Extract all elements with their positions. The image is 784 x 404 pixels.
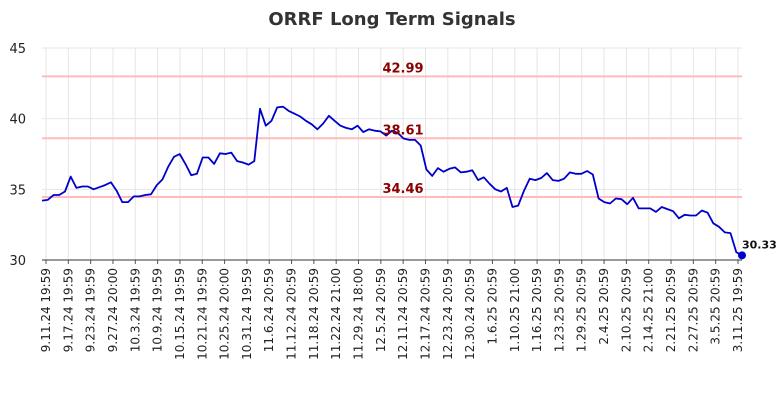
x-tick-label: 1.10.25 21:00	[508, 268, 522, 352]
x-tick-label: 1.16.25 20:59	[530, 268, 544, 352]
x-tick-label: 12.30.24 20:59	[463, 268, 477, 360]
signal-lines	[42, 75, 742, 198]
x-tick-label: 9.27.24 20:00	[106, 268, 120, 352]
x-tick-label: 12.11.24 20:59	[396, 268, 410, 360]
x-tick-label: 12.5.24 20:59	[374, 268, 388, 352]
y-tick-label: 35	[9, 183, 26, 198]
x-tick-label: 2.14.25 21:00	[642, 268, 656, 352]
x-tick-label: 2.10.25 20:59	[619, 268, 633, 352]
x-tick-label: 1.6.25 20:59	[485, 268, 499, 345]
x-tick-label: 11.22.24 21:00	[329, 268, 343, 360]
x-tick-label: 11.29.24 18:00	[352, 268, 366, 360]
x-tick-label: 10.21.24 19:59	[195, 268, 209, 360]
signal-label: 34.46	[382, 182, 423, 197]
x-tick-label: 10.3.24 19:59	[128, 268, 142, 352]
x-tick-label: 12.17.24 20:59	[418, 268, 432, 360]
x-tick-label: 9.17.24 19:59	[61, 268, 75, 352]
x-tick-label: 9.11.24 19:59	[39, 268, 53, 352]
x-tick-label: 2.21.25 20:59	[664, 268, 678, 352]
x-tick-label: 10.9.24 19:59	[151, 268, 165, 352]
price-line	[41, 105, 743, 257]
y-tick-label: 45	[9, 42, 26, 57]
x-tick-label: 2.4.25 20:59	[597, 268, 611, 345]
last-price-dot	[738, 251, 746, 260]
x-tick-label: 11.12.24 20:59	[285, 268, 299, 360]
series-layer	[41, 105, 746, 260]
x-tick-label: 1.23.25 20:59	[552, 268, 566, 352]
axes: 9.11.24 19:59 9.17.24 19:59 9.23.24 19:59 9…	[9, 42, 745, 360]
x-tick-label: 1.29.25 20:59	[575, 268, 589, 352]
labels: 42.99 38.61 34.46 30.33	[382, 61, 776, 251]
x-tick-label: 10.25.24 20:00	[218, 268, 232, 360]
x-tick-label: 12.23.24 20:59	[441, 268, 455, 360]
x-tick-label: 3.11.25 19:59	[731, 268, 745, 352]
x-tick-label: 11.18.24 20:59	[307, 268, 321, 360]
x-tick-label: 10.15.24 19:59	[173, 268, 187, 360]
signal-label: 38.61	[382, 123, 423, 138]
y-tick-label: 30	[9, 254, 26, 269]
last-price-label: 30.33	[742, 238, 777, 251]
signal-label: 42.99	[382, 61, 423, 76]
x-tick-label: 2.27.25 20:59	[686, 268, 700, 352]
chart-title: ORRF Long Term Signals	[268, 9, 515, 30]
x-tick-label: 10.31.24 19:59	[240, 268, 254, 360]
x-tick-label: 11.6.24 20:59	[262, 268, 276, 352]
grid	[42, 47, 742, 261]
x-tick-label: 9.23.24 19:59	[84, 268, 98, 352]
x-tick-label: 3.5.25 20:59	[709, 268, 723, 345]
y-tick-label: 40	[9, 113, 26, 128]
